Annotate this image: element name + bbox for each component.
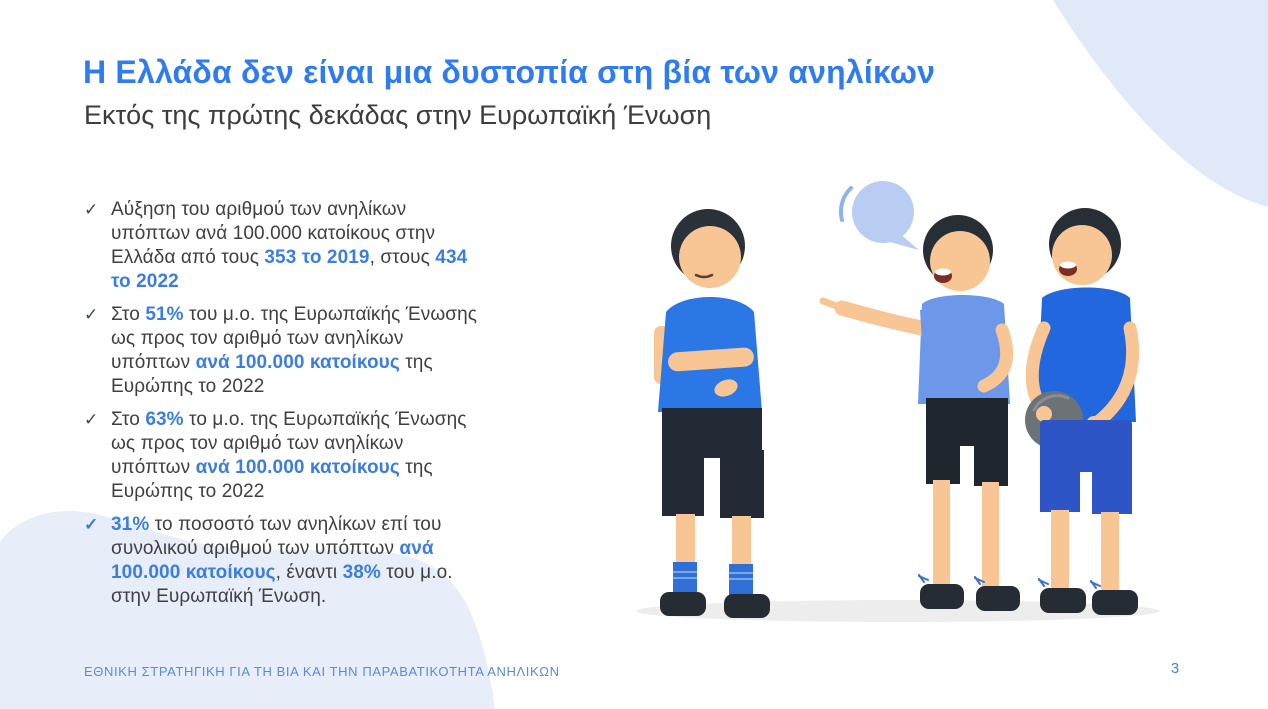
boy-middle — [819, 181, 1020, 611]
bullet-segment: , στους — [369, 247, 436, 268]
page-number: 3 — [1170, 660, 1180, 677]
boy-right — [1025, 208, 1140, 615]
bullet-segment: του μ.ο. της Ευρωπαϊκής Ένωσης ως προς τ… — [111, 304, 478, 373]
bullet-text: Στο 63% το μ.ο. της Ευρωπαϊκής Ένωσης ως… — [111, 408, 486, 504]
speech-bubble — [838, 181, 919, 250]
bullet-segment: Στο — [111, 304, 146, 325]
bullet-text: Αύξηση του αριθμού των ανηλίκων υπόπτων … — [111, 198, 486, 294]
bullet-text: Στο 51% του μ.ο. της Ευρωπαϊκής Ένωσης ω… — [111, 303, 486, 399]
bullet-segment: το ποσοστό των ανηλίκων επί του συνολικο… — [111, 514, 442, 559]
slide-subtitle: Εκτός της πρώτης δεκάδας στην Ευρωπαϊκή … — [84, 100, 712, 130]
bullet-list: ✓ Αύξηση του αριθμού των ανηλίκων υπόπτω… — [84, 198, 486, 618]
checkmark-icon: ✓ — [84, 305, 99, 324]
slide-title: Η Ελλάδα δεν είναι μια δυστοπία στη βία … — [83, 54, 936, 90]
bullet-item-2: ✓ Στο 51% του μ.ο. της Ευρωπαϊκής Ένωσης… — [84, 303, 486, 399]
bullet-segment: Στο — [111, 409, 146, 430]
bullet-highlight: 38% — [342, 562, 381, 583]
checkmark-icon: ✓ — [84, 200, 99, 219]
bullet-item-1: ✓ Αύξηση του αριθμού των ανηλίκων υπόπτω… — [84, 198, 486, 294]
blob-top-right — [1053, 0, 1268, 207]
blob-bottom-left — [0, 511, 495, 709]
three-boys-illustration — [636, 181, 1160, 622]
bullet-highlight: 63% — [145, 409, 184, 430]
bullet-segment: της Ευρώπης το 2022 — [111, 352, 433, 397]
bullet-segment: , έναντι — [275, 562, 343, 583]
bullet-highlight: 434 το 2022 — [111, 247, 468, 292]
boy-left — [654, 209, 770, 618]
bullet-segment: του μ.ο. στην Ευρωπαϊκή Ένωση. — [111, 562, 453, 607]
bullet-highlight: ανά 100.000 κατοίκους — [195, 457, 400, 478]
bullet-text: 31% το ποσοστό των ανηλίκων επί του συνο… — [111, 513, 486, 609]
bullet-item-4: ✓ 31% το ποσοστό των ανηλίκων επί του συ… — [84, 513, 486, 609]
bullet-highlight: ανά 100.000 κατοίκους — [111, 538, 434, 583]
bullet-segment: το μ.ο. της Ευρωπαϊκής Ένωσης ως προς το… — [111, 409, 467, 478]
bullet-segment: της Ευρώπης το 2022 — [111, 457, 433, 502]
bullet-highlight: 31% — [111, 514, 150, 535]
bullet-highlight: 51% — [145, 304, 184, 325]
bullet-highlight: ανά 100.000 κατοίκους — [195, 352, 400, 373]
checkmark-icon: ✓ — [84, 410, 99, 429]
checkmark-icon: ✓ — [84, 515, 99, 534]
footer-strategy-title: ΕΘΝΙΚΗ ΣΤΡΑΤΗΓΙΚΗ ΓΙΑ ΤΗ ΒΙΑ ΚΑΙ ΤΗΝ ΠΑΡ… — [84, 664, 560, 679]
bullet-segment: Αύξηση του αριθμού των ανηλίκων υπόπτων … — [111, 199, 436, 268]
bullet-item-3: ✓ Στο 63% το μ.ο. της Ευρωπαϊκής Ένωσης … — [84, 408, 486, 504]
bullet-highlight: 353 το 2019 — [264, 247, 370, 268]
